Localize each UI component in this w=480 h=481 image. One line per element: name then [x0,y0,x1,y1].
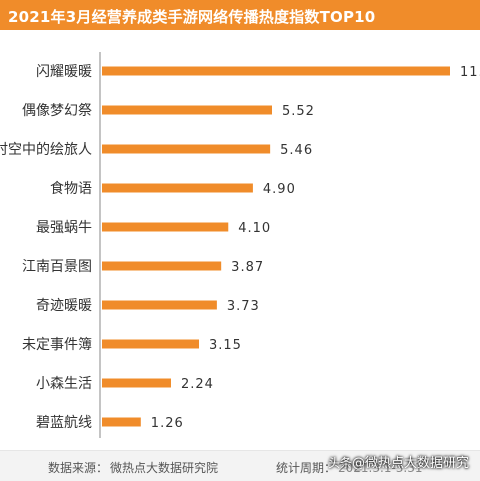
data-source: 数据来源： 微热点大数据研究院 [48,459,218,476]
chart-header: 2021年3月经营养成类手游网络传播热度指数TOP10 [0,0,480,30]
value-label: 4.10 [238,221,271,236]
category-label: 闪耀暖暖 [36,64,92,80]
value-label: 11.3 [460,65,480,80]
category-label: 最强蜗牛 [36,220,92,236]
value-label: 1.26 [151,416,184,431]
category-label: 偶像梦幻祭 [22,103,92,119]
chart-footer: 数据来源： 微热点大数据研究院 统计周期： 2021.3.1-3.31 [0,450,480,481]
period-label: 统计周期： [276,461,337,475]
bar [102,183,253,193]
bar [102,222,229,232]
value-label: 3.15 [209,338,242,353]
statistics-period: 统计周期： 2021.3.1-3.31 [276,459,423,476]
category-label: 奇迹暖暖 [36,297,92,314]
category-label: 时空中的绘旅人 [0,142,92,158]
value-label: 3.73 [227,299,260,314]
data-source-value: 微热点大数据研究院 [110,461,219,475]
bar [102,105,272,115]
bar [102,261,222,271]
value-label: 4.90 [263,182,296,197]
bar [102,339,200,349]
bar [102,66,450,76]
category-label: 未定事件簿 [22,337,92,353]
category-label: 江南百景图 [22,259,92,275]
category-label: 碧蓝航线 [36,415,92,431]
bar [102,417,141,427]
bar [102,378,171,388]
value-label: 5.46 [280,143,313,158]
period-value: 2021.3.1-3.31 [338,461,423,475]
value-label: 3.87 [231,260,264,275]
data-source-label: 数据来源： [48,461,109,475]
category-label: 小森生活 [36,376,92,392]
value-label: 2.24 [181,377,214,392]
bar [102,144,271,154]
category-label: 食物语 [50,180,92,197]
bar-chart: 闪耀暖暖 11.3 偶像梦幻祭 5.52 时空中的绘旅人 5.46 食物语 4.90 最强蜗牛 4… [0,52,480,438]
chart-title: 2021年3月经营养成类手游网络传播热度指数TOP10 [8,8,376,26]
bar [102,300,217,310]
value-label: 5.52 [282,104,315,119]
